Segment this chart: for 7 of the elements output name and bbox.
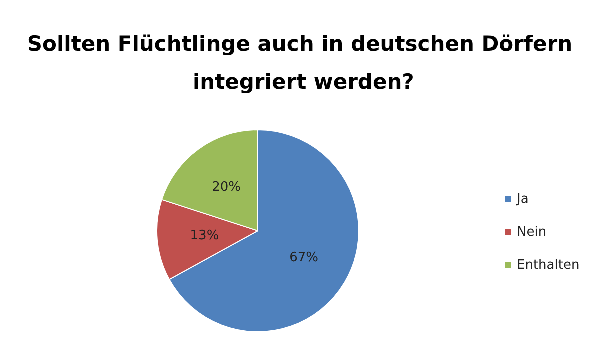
legend-label: Ja [516, 192, 529, 207]
data-label: 67% [290, 250, 319, 266]
data-label: 13% [190, 228, 220, 244]
legend-label: Enthalten [517, 258, 580, 273]
chart-title: Sollten Flüchtlinge auch in deutschen Dörfern integriert werden? [27, 32, 573, 94]
legend-label: Nein [517, 225, 547, 240]
data-label: 20% [212, 180, 242, 196]
